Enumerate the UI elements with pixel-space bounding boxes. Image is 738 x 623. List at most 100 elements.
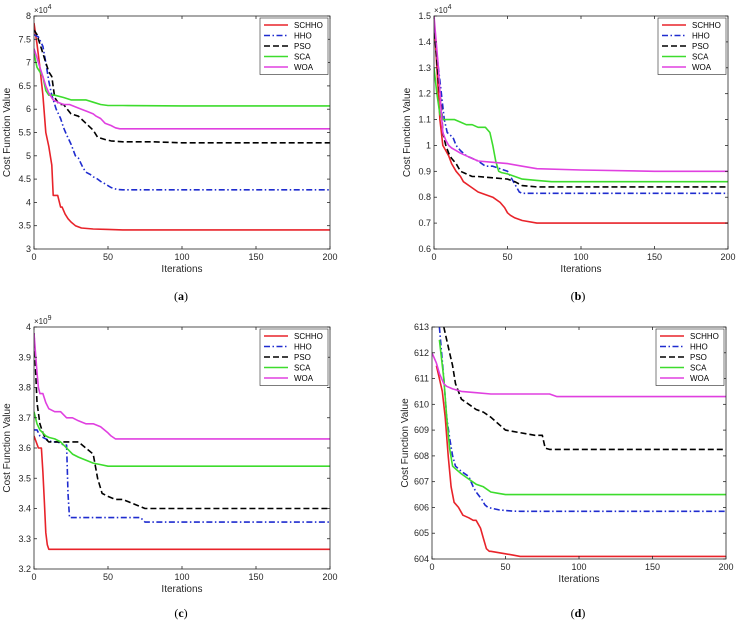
y-tick-label: 611: [415, 374, 429, 384]
y-tick-label: 3.3: [18, 534, 31, 544]
legend-label-hho: HHO: [294, 343, 312, 352]
series-line-hho: [34, 429, 330, 523]
legend-label-sca: SCA: [692, 53, 709, 62]
y-axis-label: Cost Function Value: [2, 403, 13, 493]
caption-part: (: [174, 606, 178, 620]
legend-label-schho: SCHHO: [692, 21, 721, 30]
y-tick-label: 8: [26, 11, 31, 21]
y-tick-label: 7.5: [18, 34, 31, 44]
y-tick-label: 612: [414, 348, 429, 358]
x-tick-label: 200: [718, 562, 733, 572]
y-tick-label: 605: [414, 528, 429, 538]
series-line-schho: [435, 365, 726, 558]
x-tick-label: 150: [248, 252, 263, 262]
legend-label-woa: WOA: [690, 374, 710, 383]
x-tick-label: 200: [322, 252, 337, 262]
y-tick-label: 3.8: [18, 383, 31, 393]
caption-part: d: [575, 606, 582, 620]
series-line-sca: [434, 67, 728, 183]
exponent-base: ×10: [34, 317, 48, 326]
panel-caption: (c): [174, 606, 187, 620]
y-axis-label: Cost Function Value: [400, 398, 411, 488]
y-tick-label: 4.5: [18, 174, 31, 184]
chart-panel-d: 0 50 100 150 200 604 605 606 607 608 609 610 611 612 6…: [400, 322, 734, 620]
chart-panel-a: 0 50 100 150 20033.544.555.566.577.58×104Ite…: [2, 4, 338, 303]
legend-box: [655, 328, 725, 386]
y-tick-label: 1.4: [418, 37, 431, 47]
x-tick-label: 100: [174, 252, 189, 262]
y-tick-label: 4: [26, 322, 31, 332]
series-line-sca: [34, 411, 330, 468]
legend-label-pso: PSO: [294, 42, 311, 51]
series-line-pso: [443, 327, 726, 451]
legend-label-schho: SCHHO: [294, 332, 323, 341]
y-tick-label: 1.3: [418, 63, 431, 73]
y-tick-label: 3.4: [18, 504, 31, 514]
legend-label-sca: SCA: [294, 364, 311, 373]
legend-label-pso: PSO: [692, 42, 709, 51]
y-tick-label: 610: [414, 399, 429, 409]
caption-part: ): [581, 606, 585, 620]
series-line-schho: [34, 22, 330, 231]
caption-part: (: [174, 289, 178, 303]
legend-label-schho: SCHHO: [690, 332, 719, 341]
exponent-base: ×10: [434, 6, 448, 15]
exponent-power: 4: [48, 4, 52, 11]
legend-label-woa: WOA: [692, 63, 712, 72]
x-tick-label: 50: [500, 562, 510, 572]
x-tick-label: 0: [31, 572, 36, 582]
y-tick-label: 607: [414, 477, 429, 487]
series-line-hho: [438, 327, 726, 513]
exponent-power: 4: [448, 4, 452, 11]
exponent-base: ×10: [34, 6, 48, 15]
caption-part: ): [184, 606, 188, 620]
x-tick-label: 200: [322, 572, 337, 582]
y-tick-label: 604: [414, 554, 429, 564]
legend-label-hho: HHO: [690, 343, 708, 352]
caption-part: (: [571, 289, 575, 303]
legend-label-sca: SCA: [294, 53, 311, 62]
y-tick-label: 3.5: [18, 473, 31, 483]
chart-panel-c: 0 50 100 150 200 3.2 3.3 3.4 3.5 3.6 3.7 3.8 3.9 4×10…: [2, 315, 338, 620]
x-axis-label: Iterations: [161, 264, 202, 275]
caption-part: ): [184, 289, 188, 303]
x-tick-label: 100: [573, 252, 588, 262]
axis-exponent: ×109: [34, 315, 52, 326]
y-tick-label: 1.1: [418, 115, 431, 125]
x-tick-label: 50: [502, 252, 512, 262]
x-axis-label: Iterations: [560, 264, 601, 275]
x-tick-label: 150: [248, 572, 263, 582]
x-tick-label: 200: [720, 252, 735, 262]
y-axis-label: Cost Function Value: [402, 87, 413, 177]
x-tick-label: 150: [647, 252, 662, 262]
legend-label-pso: PSO: [294, 353, 311, 362]
x-tick-label: 0: [31, 252, 36, 262]
caption-part: a: [178, 289, 184, 303]
y-tick-label: 613: [414, 322, 429, 332]
y-tick-label: 608: [414, 451, 429, 461]
x-axis-label: Iterations: [161, 584, 202, 595]
panel-caption: (a): [174, 289, 188, 303]
series-line-woa: [434, 16, 728, 173]
y-tick-label: 3.9: [18, 352, 31, 362]
y-tick-label: 609: [414, 425, 429, 435]
series-line-woa: [34, 333, 330, 440]
y-tick-label: 3.7: [18, 413, 31, 423]
x-axis-label: Iterations: [558, 574, 599, 585]
series-line-hho: [434, 28, 728, 195]
y-tick-label: 606: [414, 502, 429, 512]
panel-caption: (b): [571, 289, 586, 303]
y-tick-label: 3.5: [18, 221, 31, 231]
series-line-pso: [34, 29, 330, 144]
exponent-power: 9: [48, 315, 52, 322]
x-tick-label: 50: [103, 252, 113, 262]
legend-label-schho: SCHHO: [294, 21, 323, 30]
caption-part: (: [571, 606, 575, 620]
y-tick-label: 0.8: [418, 192, 431, 202]
y-tick-label: 0.7: [418, 218, 431, 228]
legend-label-hho: HHO: [294, 32, 312, 41]
axis-exponent: ×104: [434, 4, 452, 15]
caption-part: ): [581, 289, 585, 303]
legend-box: [657, 17, 727, 75]
y-tick-label: 3.2: [18, 564, 31, 574]
